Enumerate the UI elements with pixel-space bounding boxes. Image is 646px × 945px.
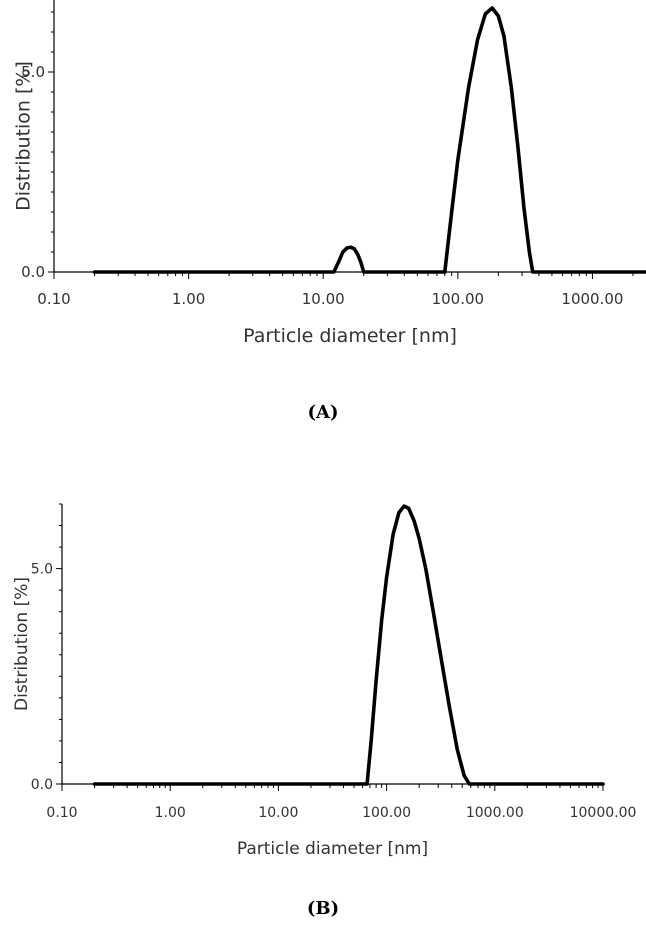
x-axis-title: Particle diameter [nm] — [237, 839, 428, 859]
chart-panel-a: 0.10 1.00 10.00 100.00 1000.00 0.0 5.0 Partic… — [0, 0, 646, 440]
chart-a: 0.10 1.00 10.00 100.00 1000.00 0.0 5.0 Partic… — [13, 0, 646, 347]
x-tick-label: 1000.00 — [466, 805, 524, 821]
distribution-curve — [92, 6, 646, 274]
y-ticks: 0.0 5.0 — [21, 11, 54, 281]
distribution-curve — [92, 504, 605, 786]
x-tick-label: 1000.00 — [561, 290, 623, 308]
x-tick-label: 10.00 — [302, 290, 345, 308]
x-tick-label: 1.00 — [172, 290, 205, 308]
chart-b: 0.10 1.00 10.00 100.00 1000.00 10000.00 0.0 5.… — [12, 503, 636, 859]
x-ticks: 0.10 1.00 10.00 100.00 1000.00 10000.00 — [46, 784, 636, 821]
x-ticks: 0.10 1.00 10.00 100.00 1000.00 — [37, 272, 634, 308]
y-axis-title: Distribution [%] — [12, 577, 32, 711]
chart-panel-b: 0.10 1.00 10.00 100.00 1000.00 10000.00 0.0 5.… — [0, 490, 646, 945]
y-tick-label: 0.0 — [21, 263, 45, 281]
y-tick-label: 5.0 — [21, 63, 45, 81]
x-axis-title: Particle diameter [nm] — [243, 325, 457, 347]
x-tick-label: 10000.00 — [570, 805, 637, 821]
panel-label: (B) — [306, 898, 340, 919]
y-ticks: 0.0 5.0 — [31, 503, 62, 793]
y-tick-label: 5.0 — [31, 562, 53, 578]
y-axis-title: Distribution [%] — [13, 61, 35, 211]
x-tick-label: 100.00 — [432, 290, 485, 308]
x-tick-label: 0.10 — [37, 290, 70, 308]
x-tick-label: 100.00 — [362, 805, 411, 821]
x-tick-label: 1.00 — [155, 805, 186, 821]
x-tick-label: 0.10 — [46, 805, 77, 821]
y-tick-label: 0.0 — [31, 777, 53, 793]
x-tick-label: 10.00 — [258, 805, 298, 821]
panel-label: (A) — [307, 402, 339, 423]
